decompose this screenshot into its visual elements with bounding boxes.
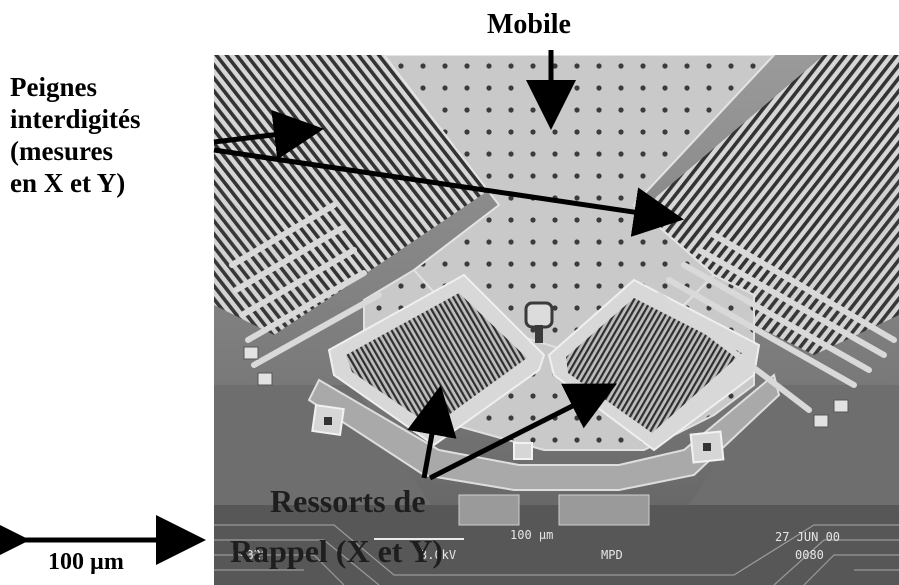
label-peignes: Peignes interdigités (mesures en X et Y) (10, 72, 215, 199)
sem-micrograph (214, 55, 899, 585)
label-mobile: Mobile (487, 9, 571, 40)
sem-left-code: P-329 (232, 548, 269, 562)
label-peignes-line2: interdigités (10, 103, 141, 134)
sem-scale-text: 100 µm (510, 528, 554, 542)
label-peignes-line3: (mesures (10, 135, 113, 166)
label-peignes-line1: Peignes (10, 72, 97, 102)
sem-voltage: 3.0kV (420, 548, 457, 562)
sem-number: 0080 (795, 548, 824, 562)
sem-mid-code: MPD (601, 548, 623, 562)
sem-date: 27 JUN 00 (775, 530, 841, 544)
label-peignes-line4: en X et Y) (10, 167, 126, 198)
label-scale: 100 µm (48, 549, 124, 575)
